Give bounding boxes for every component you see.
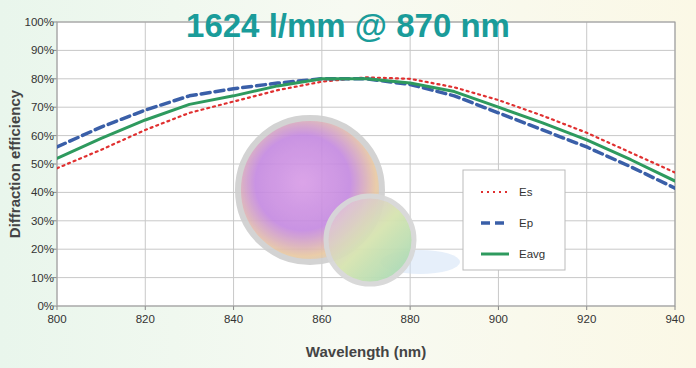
legend-swatch [481, 221, 509, 225]
plot-area [57, 22, 675, 306]
series-group [57, 77, 675, 188]
chart: 0% 10% 20% 30% 40% 50% 60% 70% 80% 90% 100% 800 820 8… [0, 0, 696, 368]
tick [57, 306, 58, 310]
tick-label: 100% [25, 16, 54, 28]
grid-line [145, 22, 146, 306]
tick-label: 940 [665, 313, 684, 325]
tick-label: 20% [31, 243, 54, 255]
tick-label: 800 [47, 313, 66, 325]
tick [233, 306, 234, 310]
tick-label: 60% [31, 130, 54, 142]
tick-label: 920 [577, 313, 596, 325]
plot-frame [57, 22, 675, 306]
grid-line [586, 22, 587, 306]
tick [145, 306, 146, 310]
x-axis-label: Wavelength (nm) [306, 343, 426, 360]
tick-label: 0% [37, 300, 54, 312]
legend-label: Eavg [519, 248, 545, 260]
title: 1624 l/mm @ 870 nm [186, 7, 510, 44]
tick-label: 10% [31, 272, 54, 284]
tick-label: 840 [224, 313, 243, 325]
grid-line [233, 22, 234, 306]
legend-label: Ep [519, 217, 533, 229]
tick-label: 820 [136, 313, 155, 325]
tick-label: 860 [312, 313, 331, 325]
tick-label: 900 [489, 313, 508, 325]
grid-line [57, 50, 675, 51]
tick-label: 30% [31, 215, 54, 227]
tick-label: 70% [31, 101, 54, 113]
tick [498, 306, 499, 310]
tick [586, 306, 587, 310]
grating-image [326, 196, 414, 284]
tick-label: 40% [31, 186, 54, 198]
tick-label: 880 [401, 313, 420, 325]
legend-label: Es [519, 186, 533, 198]
legend-swatch [481, 191, 509, 193]
tick [675, 306, 676, 310]
y-axis-label: Diffraction efficiency [6, 89, 23, 238]
series-line [57, 79, 675, 188]
tick [321, 306, 322, 310]
tick-label: 90% [31, 44, 54, 56]
series-line [57, 79, 675, 181]
tick-label: 80% [31, 73, 54, 85]
tick [410, 306, 411, 310]
series-line [57, 77, 675, 172]
legend-swatch [481, 253, 509, 256]
legend [463, 170, 565, 270]
tick-label: 50% [31, 158, 54, 170]
grid-line [57, 135, 675, 136]
